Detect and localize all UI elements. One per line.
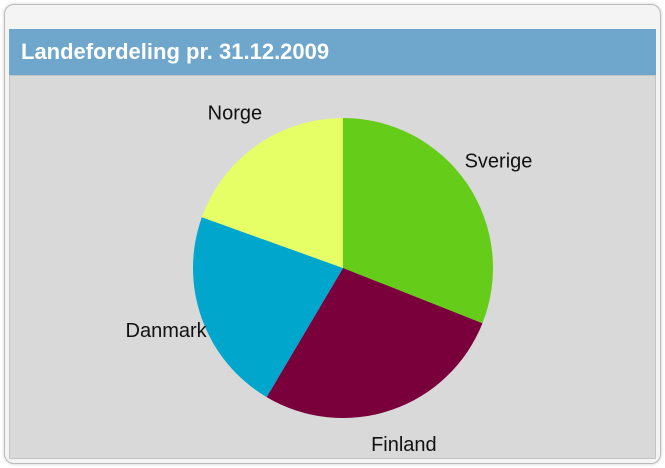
pie-slice bbox=[192, 217, 343, 398]
slice-label: Danmark bbox=[126, 320, 208, 342]
slice-label: Sverige bbox=[465, 151, 533, 173]
pie-slice bbox=[266, 268, 483, 418]
pie-slice bbox=[201, 118, 343, 268]
pie-slice bbox=[343, 118, 493, 324]
slice-label: Finland bbox=[371, 434, 437, 456]
panel: Landefordeling pr. 31.12.2009 bbox=[4, 4, 661, 464]
panel-title: Landefordeling pr. 31.12.2009 bbox=[9, 29, 656, 75]
slice-label: Norge bbox=[208, 102, 262, 124]
